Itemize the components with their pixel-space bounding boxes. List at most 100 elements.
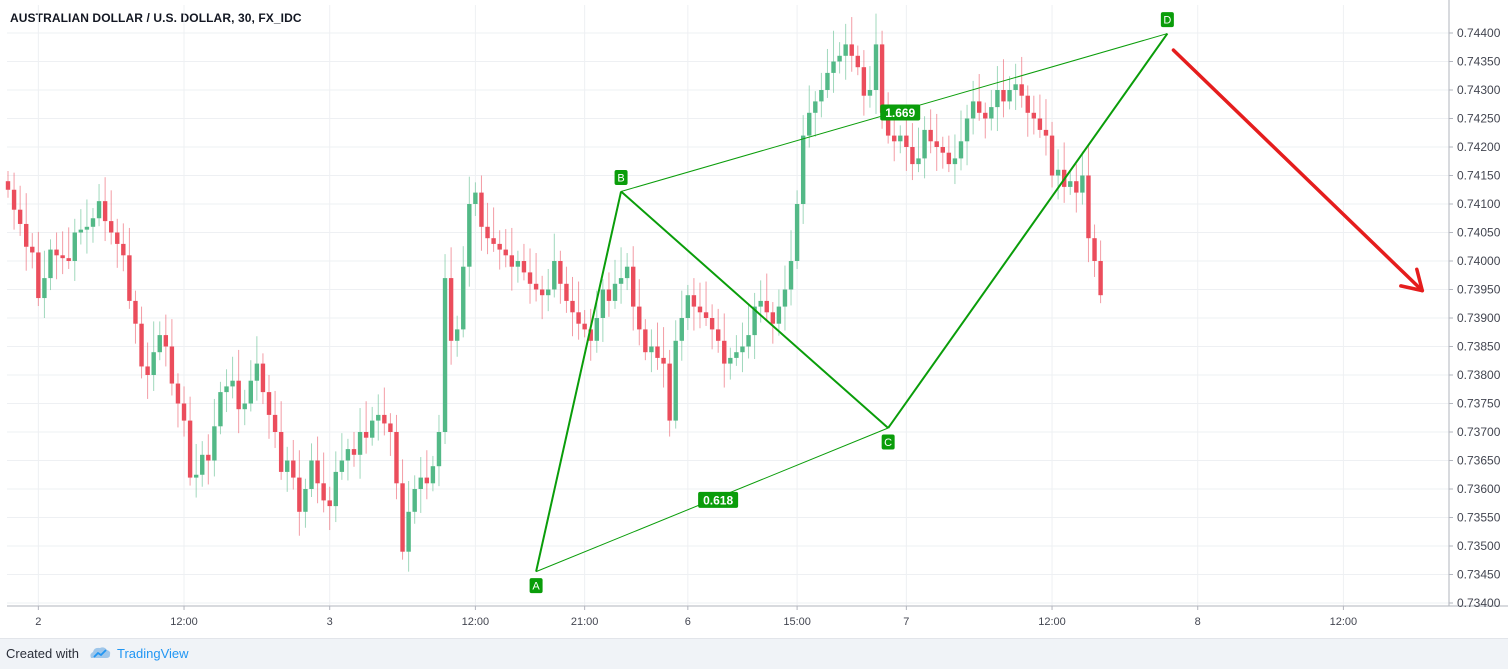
candle-body[interactable] — [673, 340, 678, 421]
candle-body[interactable] — [855, 55, 860, 68]
candle-body[interactable] — [339, 460, 345, 472]
candle-body[interactable] — [867, 90, 873, 96]
candle-body[interactable] — [291, 460, 296, 478]
candle-body[interactable] — [600, 289, 606, 319]
candle-body[interactable] — [691, 295, 697, 307]
pattern-point-d-marker[interactable] — [1160, 12, 1174, 28]
candle-body[interactable] — [740, 346, 745, 353]
candle-body[interactable] — [624, 266, 630, 279]
candle-body[interactable] — [503, 249, 508, 256]
pattern-point-c-marker[interactable] — [881, 434, 895, 450]
candle-body[interactable] — [363, 432, 369, 438]
candle-body[interactable] — [637, 306, 642, 330]
candle-body[interactable] — [831, 61, 836, 73]
candle-body[interactable] — [588, 329, 593, 341]
candle-body[interactable] — [770, 312, 776, 324]
candle-body[interactable] — [582, 323, 587, 330]
candle-body[interactable] — [442, 278, 448, 432]
candle-body[interactable] — [964, 118, 970, 142]
candle-body[interactable] — [606, 289, 612, 301]
candle-body[interactable] — [837, 55, 842, 62]
candle-body[interactable] — [127, 255, 132, 301]
candle-body[interactable] — [108, 221, 114, 233]
candle-body[interactable] — [497, 243, 502, 250]
candle-body[interactable] — [491, 238, 496, 244]
candle-body[interactable] — [1092, 238, 1097, 261]
candle-body[interactable] — [631, 266, 636, 307]
pattern-leg-bc[interactable] — [620, 190, 889, 429]
candle-body[interactable] — [473, 192, 478, 204]
candle-body[interactable] — [709, 318, 715, 330]
candle-body[interactable] — [1055, 169, 1061, 176]
candle-body[interactable] — [697, 306, 703, 313]
price-chart[interactable]: A B C D 1.669 0.618 0.74400 0.74350 0.74300 0.742… — [0, 0, 1508, 638]
candle-body[interactable] — [376, 414, 381, 421]
candle-body[interactable] — [667, 363, 672, 421]
trend-arrow-head[interactable] — [1399, 267, 1425, 293]
candle-body[interactable] — [36, 252, 41, 299]
candle-body[interactable] — [1068, 181, 1073, 187]
candle-body[interactable] — [594, 318, 599, 341]
candle-body[interactable] — [48, 249, 53, 279]
candle-body[interactable] — [230, 380, 235, 387]
candle-body[interactable] — [570, 300, 575, 313]
candle-body[interactable] — [212, 426, 217, 461]
candle-body[interactable] — [1043, 129, 1049, 136]
candle-body[interactable] — [17, 209, 23, 224]
candle-body[interactable] — [879, 44, 885, 113]
candle-body[interactable] — [752, 306, 757, 336]
candle-body[interactable] — [333, 471, 338, 507]
candle-body[interactable] — [892, 135, 897, 142]
candle-body[interactable] — [260, 363, 266, 393]
candle-body[interactable] — [861, 67, 867, 96]
candle-body[interactable] — [60, 255, 65, 259]
pattern-point-a-marker[interactable] — [529, 578, 543, 594]
candle-body[interactable] — [946, 152, 952, 165]
candle-body[interactable] — [643, 329, 648, 353]
candle-body[interactable] — [436, 432, 442, 467]
candle-body[interactable] — [679, 318, 684, 341]
candle-body[interactable] — [546, 289, 551, 296]
candle-body[interactable] — [169, 346, 175, 384]
candle-body[interactable] — [133, 300, 138, 324]
candle-body[interactable] — [788, 261, 794, 290]
candle-body[interactable] — [248, 380, 253, 404]
candle-body[interactable] — [515, 261, 521, 267]
candle-body[interactable] — [916, 158, 921, 165]
candle-body[interactable] — [448, 278, 454, 341]
candle-body[interactable] — [934, 141, 939, 147]
pattern-leg-cd[interactable] — [887, 32, 1169, 429]
candle-body[interactable] — [552, 261, 557, 290]
candle-body[interactable] — [1086, 175, 1091, 239]
candle-body[interactable] — [1031, 112, 1037, 119]
candle-body[interactable] — [412, 489, 417, 512]
candle-body[interactable] — [163, 335, 169, 347]
candle-body[interactable] — [800, 135, 806, 204]
candle-body[interactable] — [794, 204, 800, 261]
candle-body[interactable] — [90, 218, 96, 227]
candle-body[interactable] — [30, 246, 35, 253]
candle-body[interactable] — [898, 135, 903, 142]
candle-body[interactable] — [351, 449, 357, 455]
candle-body[interactable] — [121, 243, 126, 256]
candle-body[interactable] — [193, 474, 199, 478]
candle-body[interactable] — [715, 329, 721, 341]
pattern-leg-ab[interactable] — [535, 191, 623, 572]
candle-body[interactable] — [285, 460, 290, 472]
candle-body[interactable] — [928, 129, 933, 142]
candle-body[interactable] — [357, 432, 363, 455]
candle-body[interactable] — [728, 357, 733, 364]
candle-body[interactable] — [467, 204, 472, 267]
candle-body[interactable] — [454, 329, 460, 341]
candle-body[interactable] — [661, 357, 666, 364]
candle-body[interactable] — [533, 283, 539, 290]
candle-body[interactable] — [995, 90, 1000, 108]
candle-body[interactable] — [910, 147, 915, 165]
candle-body[interactable] — [825, 72, 830, 90]
candle-body[interactable] — [5, 181, 11, 190]
candle-body[interactable] — [42, 278, 47, 299]
candle-body[interactable] — [521, 261, 527, 273]
candle-body[interactable] — [576, 312, 581, 324]
candle-body[interactable] — [309, 460, 314, 490]
candle-body[interactable] — [885, 112, 891, 136]
